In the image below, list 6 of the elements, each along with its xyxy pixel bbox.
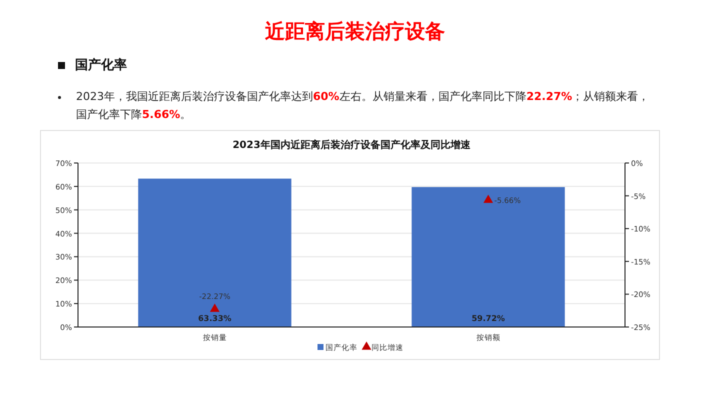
text: 国产化率 xyxy=(74,56,127,74)
text: 近距离后装治疗设备 xyxy=(264,18,446,45)
chart-title: 2023年国内近距离后装治疗设备国产化率及同比增速 xyxy=(232,139,472,151)
text: 2023年，我国近距离后装治疗设备国产化率达到60%左右。从销量来看，国产化率同比下降22.27%；从销额来看，国产化率下降5.66%。 xyxy=(76,90,650,121)
data-label: 59.72% xyxy=(472,314,505,323)
data-label: 63.33% xyxy=(198,314,232,323)
